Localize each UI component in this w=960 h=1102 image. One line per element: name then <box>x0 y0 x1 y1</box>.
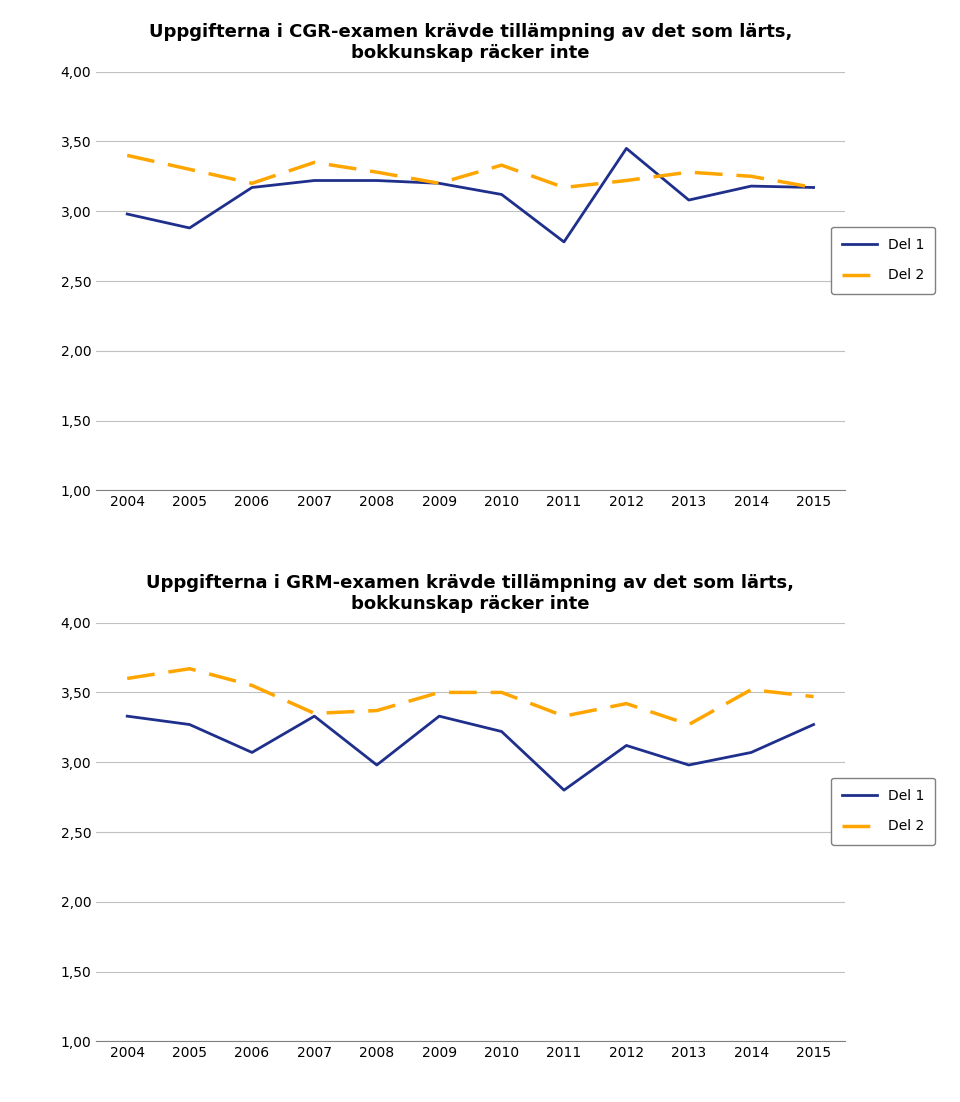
Del 1 <box>372 174 383 187</box>
Del 2 <box>121 149 132 162</box>
Del 2 <box>621 696 633 710</box>
Del 2 <box>433 685 444 699</box>
Del 1 <box>684 758 695 771</box>
Title: Uppgifterna i CGR-examen krävde tillämpning av det som lärts,
bokkunskap räcker : Uppgifterna i CGR-examen krävde tillämpn… <box>149 23 792 62</box>
Del 1 <box>246 746 257 759</box>
Line: Del 2: Del 2 <box>127 155 814 187</box>
Line: Del 1: Del 1 <box>127 716 814 790</box>
Legend: Del 1, Del 2: Del 1, Del 2 <box>830 778 935 844</box>
Del 1 <box>559 236 570 249</box>
Line: Del 2: Del 2 <box>127 669 814 724</box>
Del 1 <box>121 710 132 723</box>
Del 2 <box>684 165 695 179</box>
Del 1 <box>309 174 321 187</box>
Del 1 <box>808 181 820 194</box>
Del 2 <box>184 662 196 676</box>
Del 1 <box>433 710 444 723</box>
Del 2 <box>372 165 383 179</box>
Del 2 <box>184 163 196 176</box>
Del 1 <box>621 142 633 155</box>
Del 2 <box>121 672 132 685</box>
Del 1 <box>433 176 444 190</box>
Line: Del 1: Del 1 <box>127 149 814 242</box>
Del 2 <box>309 706 321 720</box>
Del 2 <box>808 181 820 194</box>
Del 2 <box>433 176 444 190</box>
Del 2 <box>372 704 383 717</box>
Del 1 <box>184 717 196 731</box>
Del 2 <box>246 176 257 190</box>
Del 1 <box>808 717 820 731</box>
Del 2 <box>496 685 508 699</box>
Del 2 <box>559 181 570 194</box>
Del 1 <box>246 181 257 194</box>
Del 1 <box>745 180 756 193</box>
Del 1 <box>309 710 321 723</box>
Del 2 <box>745 683 756 696</box>
Del 2 <box>496 159 508 172</box>
Del 1 <box>745 746 756 759</box>
Del 2 <box>309 155 321 169</box>
Del 1 <box>559 784 570 797</box>
Del 2 <box>808 690 820 703</box>
Del 1 <box>684 194 695 207</box>
Del 1 <box>621 738 633 752</box>
Del 2 <box>745 170 756 183</box>
Del 1 <box>496 725 508 738</box>
Del 2 <box>621 174 633 187</box>
Del 1 <box>496 187 508 201</box>
Del 1 <box>184 222 196 235</box>
Legend: Del 1, Del 2: Del 1, Del 2 <box>830 227 935 293</box>
Del 1 <box>121 207 132 220</box>
Title: Uppgifterna i GRM-examen krävde tillämpning av det som lärts,
bokkunskap räcker : Uppgifterna i GRM-examen krävde tillämpn… <box>146 574 795 613</box>
Del 1 <box>372 758 383 771</box>
Del 2 <box>559 710 570 723</box>
Del 2 <box>684 717 695 731</box>
Del 2 <box>246 679 257 692</box>
